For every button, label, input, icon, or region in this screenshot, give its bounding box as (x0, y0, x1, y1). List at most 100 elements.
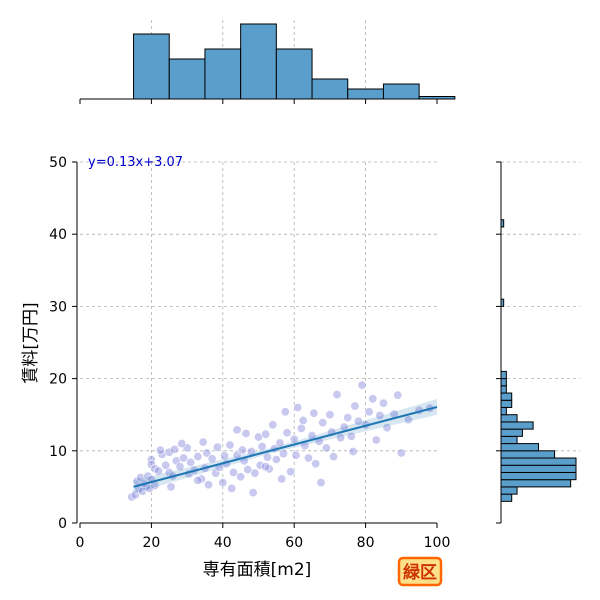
hist-y-bar (500, 457, 577, 466)
scatter-point (143, 471, 153, 481)
regression-equation: y=0.13x+3.07 (88, 155, 183, 170)
scatter-point (346, 431, 356, 441)
scatter-point (357, 380, 367, 390)
scatter-point (130, 490, 140, 500)
scatter-point (403, 415, 413, 425)
scatter-point (280, 407, 290, 417)
scatter-point (227, 483, 237, 493)
scatter-point (248, 488, 258, 498)
scatter-point (318, 418, 328, 428)
scatter-point (166, 482, 176, 492)
x-tick-label: 40 (214, 535, 232, 551)
hist-y-bar (500, 378, 507, 387)
scatter-point (371, 435, 381, 445)
scatter-point (261, 462, 271, 472)
hist-y-bar (500, 493, 513, 502)
scatter-point (328, 452, 338, 462)
scatter-point (396, 448, 406, 458)
regression-layer (133, 399, 438, 494)
scatter-point (154, 466, 164, 476)
scatter-point (278, 449, 288, 459)
scatter-point (262, 452, 272, 462)
scatter-point (255, 460, 265, 470)
hist-y-bar (500, 450, 556, 459)
hist-x-bar (133, 33, 170, 100)
scatter-point (175, 462, 185, 472)
scatter-point (218, 478, 228, 488)
scatter-point (293, 402, 303, 412)
scatter-point (364, 407, 374, 417)
region-badge: 緑区 (397, 556, 443, 587)
badge-box (397, 556, 443, 587)
hist-y-bar (500, 421, 534, 430)
histogram-y (500, 219, 577, 502)
scatter-point (202, 448, 212, 458)
scatter-point (186, 457, 196, 467)
scatter-point (204, 480, 214, 490)
hist-y-bar (500, 414, 518, 423)
scatter-point (241, 428, 251, 438)
scatter-point (353, 416, 363, 426)
hist-y-bar (500, 464, 577, 473)
scatter-point (212, 442, 222, 452)
scatter-point (161, 460, 171, 470)
hist-y-bar (500, 435, 518, 445)
scatter-point (250, 468, 260, 478)
axes-layer (72, 98, 502, 528)
scatter-point (332, 389, 342, 399)
hist-y-bar (500, 392, 513, 401)
hist-y-bar (500, 399, 513, 408)
scatter-point (225, 440, 235, 450)
scatter-point (282, 428, 292, 438)
hist-y-bar (500, 428, 523, 437)
scatter-point (382, 423, 392, 433)
scatter-point (309, 408, 319, 418)
hist-y-bar (500, 486, 518, 495)
scatter-point (236, 472, 246, 482)
hist-y-bar (500, 471, 577, 481)
y-tick-label: 40 (49, 227, 67, 243)
scatter-point (321, 443, 331, 453)
x-axis-title: 専有面積[m2] (203, 560, 312, 580)
scatter-point (177, 439, 187, 449)
scatter-point (289, 434, 299, 444)
scatter-point (343, 413, 353, 423)
scatter-point (261, 429, 271, 439)
x-tick-label: 100 (424, 535, 451, 551)
y-tick-label: 20 (49, 372, 67, 388)
scatter-point (198, 437, 208, 447)
x-tick-label: 80 (357, 535, 375, 551)
hist-y-bar (500, 443, 539, 452)
scatter-point (243, 465, 253, 475)
hist-y-bar (500, 385, 507, 394)
y-tick-label: 10 (49, 444, 67, 460)
scatter-point (193, 475, 203, 485)
scatter-point (393, 390, 403, 400)
scatter-point (277, 474, 287, 484)
scatter-point (170, 444, 180, 454)
scatter-point (171, 456, 181, 466)
scatter-point (254, 432, 264, 442)
scatter-point (268, 420, 278, 430)
scatter-point (375, 410, 385, 420)
scatter-point (298, 415, 308, 425)
hist-x-bar (240, 23, 277, 100)
hist-x-bar (347, 88, 384, 100)
scatter-point (291, 450, 301, 460)
y-tick-label: 30 (49, 299, 67, 315)
scatter-point (311, 459, 321, 469)
scatter-point (146, 454, 156, 464)
hist-y-bar (500, 370, 507, 380)
scatter-point (232, 425, 242, 435)
scatter-point (378, 398, 388, 408)
scatter-point (286, 467, 296, 477)
y-tick-label: 0 (58, 516, 67, 532)
scatter-point (229, 467, 239, 477)
x-tick-label: 20 (142, 535, 160, 551)
scatter-point (237, 445, 247, 455)
hist-x-bar (311, 78, 349, 100)
scatter-point (275, 438, 285, 448)
hist-x-bar (275, 48, 313, 100)
scatter-point (196, 474, 206, 484)
